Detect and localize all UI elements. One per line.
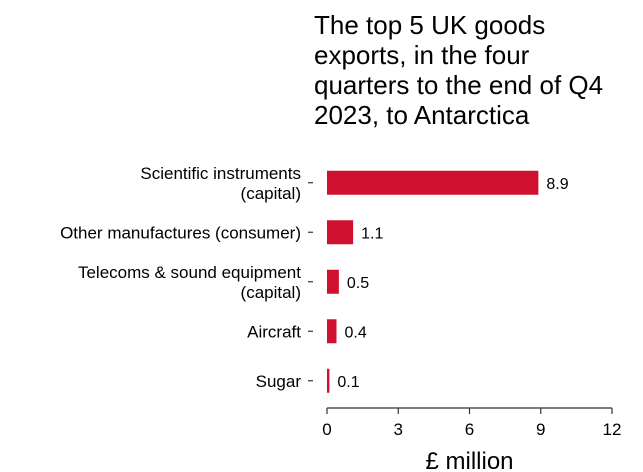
x-tick-label: 0 [322, 420, 331, 439]
x-tick-label: 12 [603, 420, 622, 439]
category-label: Other manufactures (consumer) [60, 223, 301, 242]
category-label: Sugar [256, 372, 302, 391]
bars: 8.9 1.1 0.5 0.4 0.1 [327, 170, 569, 393]
bar [327, 220, 354, 245]
bar [327, 269, 339, 294]
x-tick-label: 3 [394, 420, 403, 439]
value-label: 0.1 [337, 374, 359, 391]
category-label: Scientific instruments (capital) [140, 164, 301, 203]
x-axis-title: £ million [425, 448, 513, 472]
chart-title: The top 5 UK goods exports, in the four … [314, 10, 604, 130]
bar [327, 170, 539, 195]
x-axis: 0 3 6 9 12 £ million [322, 407, 622, 472]
bar [327, 368, 330, 393]
bar [327, 319, 337, 344]
x-tick-label: 9 [536, 420, 545, 439]
value-label: 1.1 [361, 225, 383, 242]
category-label: Telecoms & sound equipment (capital) [78, 263, 301, 302]
value-label: 0.4 [345, 324, 367, 341]
value-label: 8.9 [546, 176, 568, 193]
y-axis: Scientific instruments (capital) Other man… [60, 164, 313, 391]
value-label: 0.5 [347, 275, 369, 292]
category-label: Aircraft [247, 322, 301, 341]
x-tick-label: 6 [465, 420, 474, 439]
